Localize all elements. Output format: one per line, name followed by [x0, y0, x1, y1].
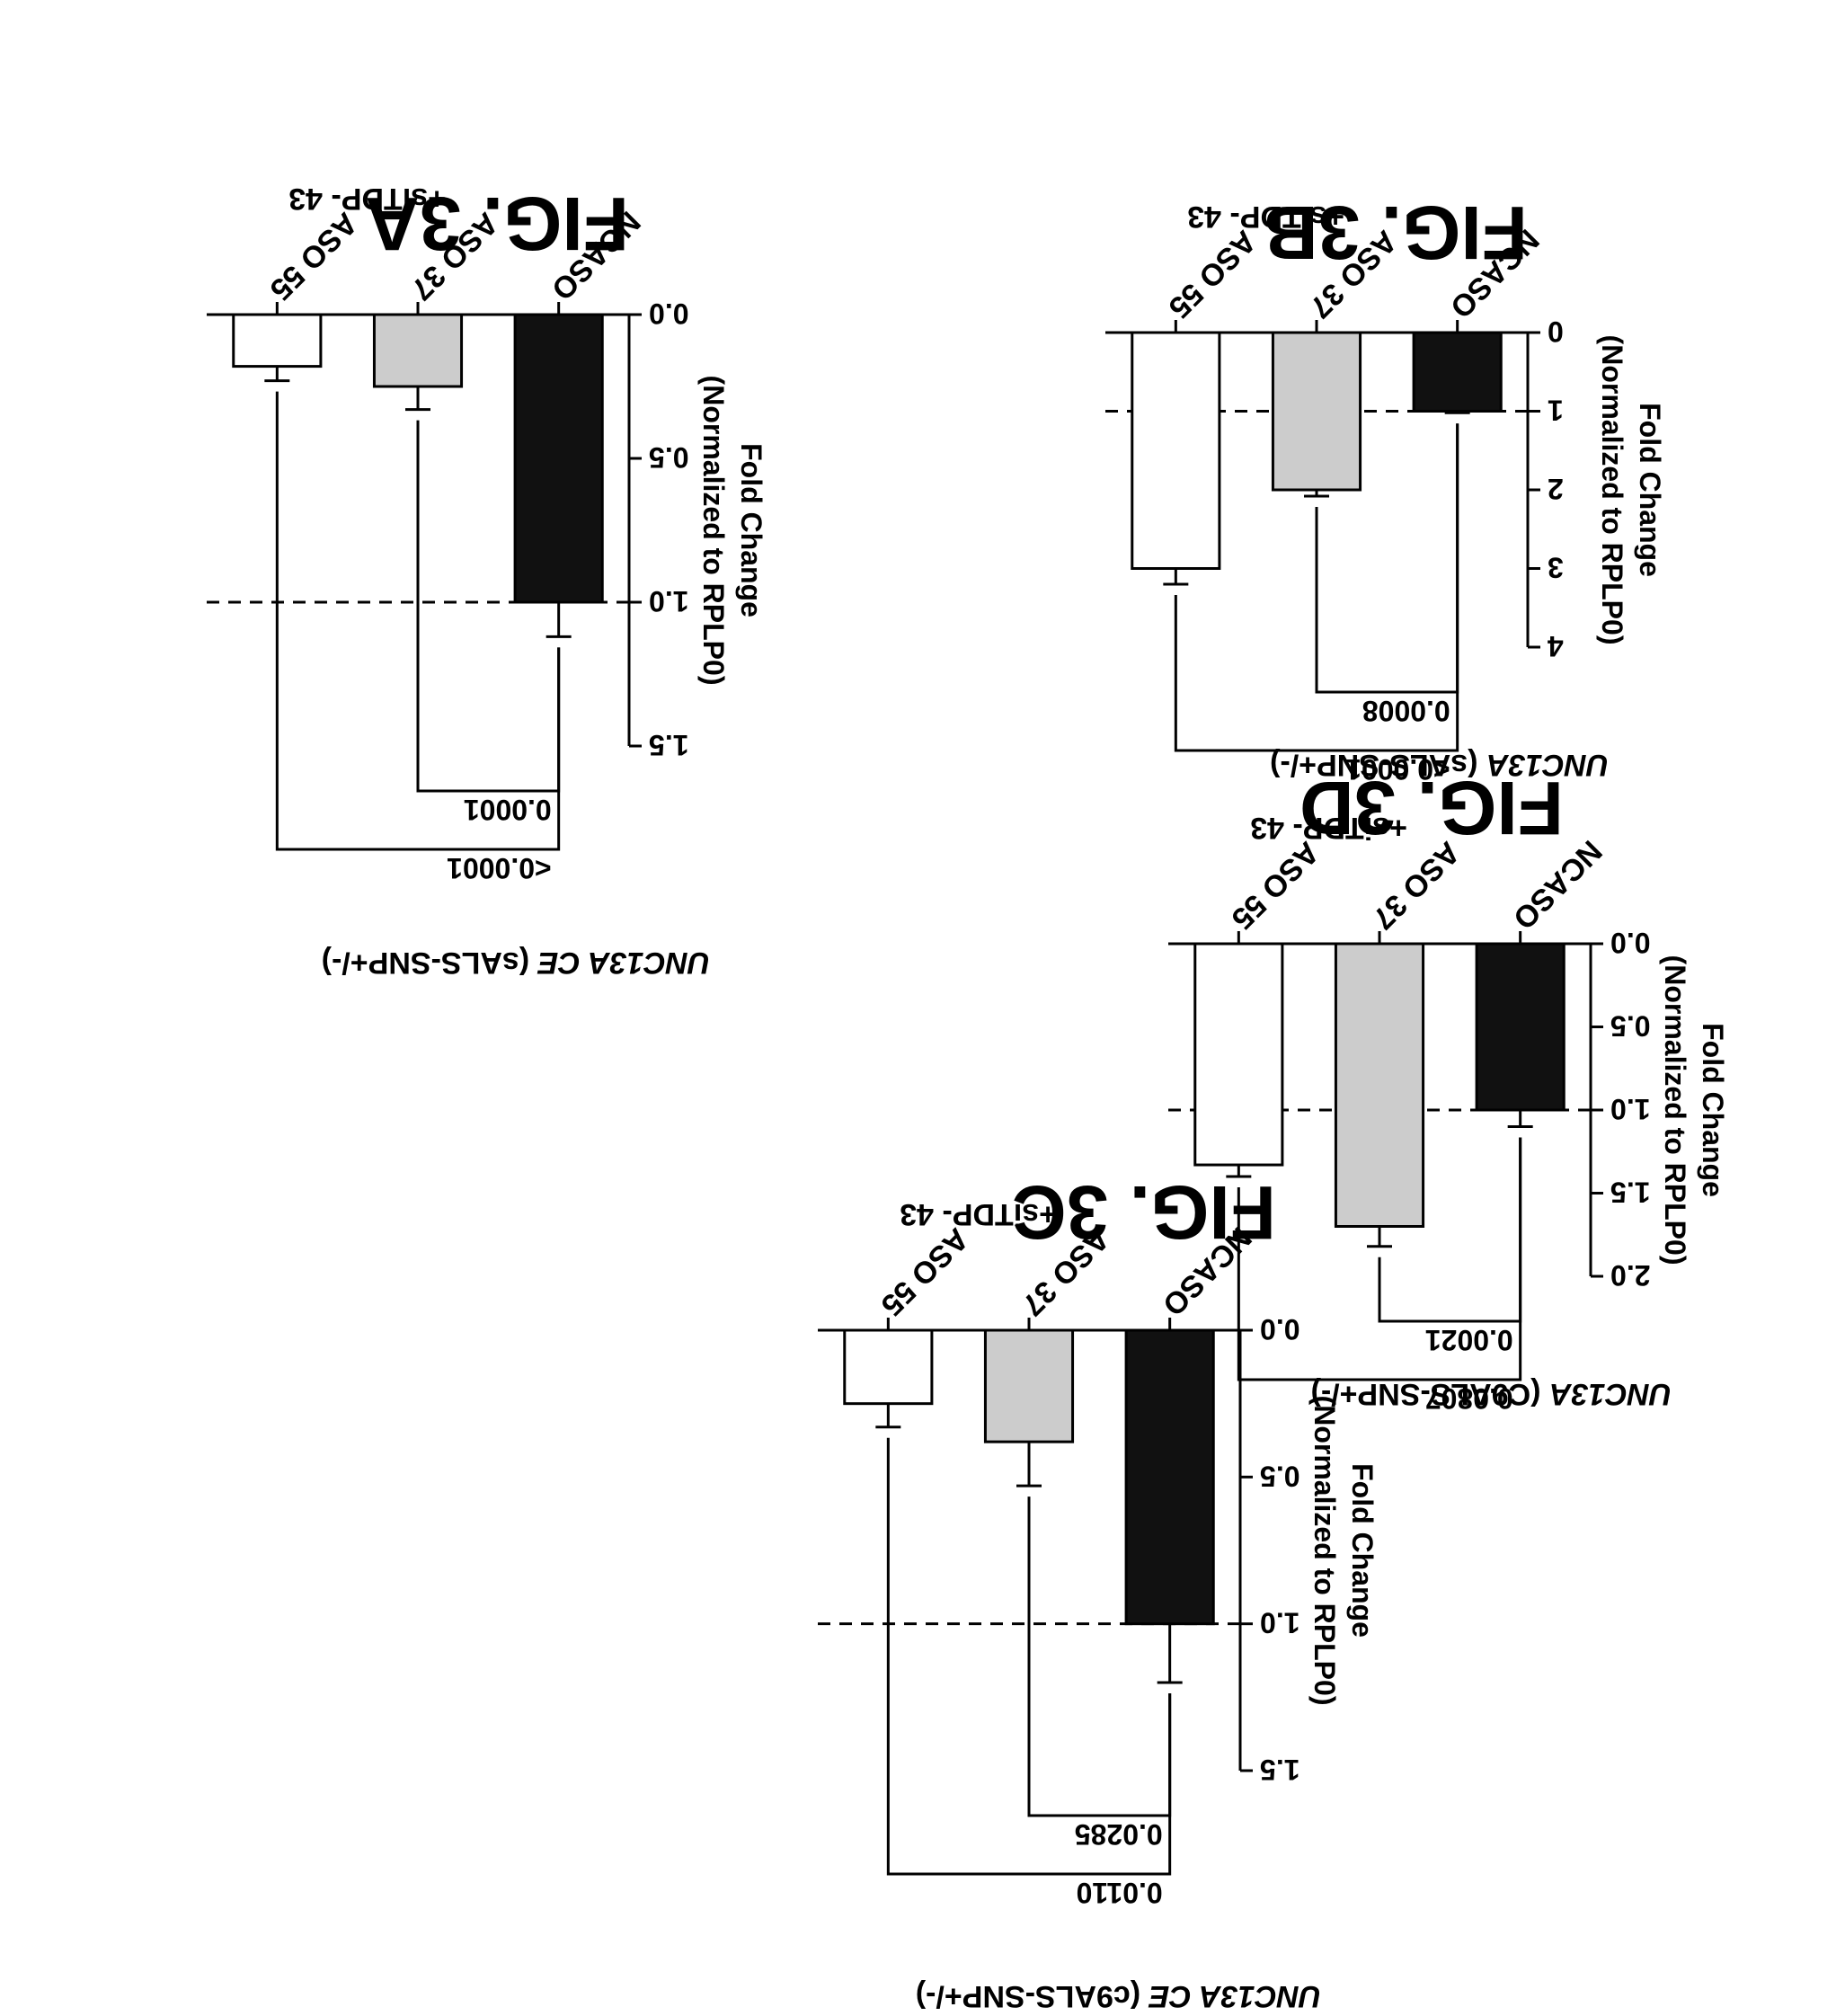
y-tick-label: 1.0: [1610, 1093, 1650, 1125]
y-axis-label-sub: (Normalized to RPLP0): [1596, 335, 1628, 645]
y-tick-label: 0.5: [649, 441, 688, 474]
chart-title-rest: (sALS-SNP+/-): [322, 946, 538, 980]
x-category-label: ASO 55: [874, 1221, 975, 1322]
p-value-label: 0.0021: [1425, 1324, 1513, 1356]
figure-label: FIG. 3B: [1264, 191, 1528, 275]
y-tick-label: 2: [1548, 473, 1564, 505]
y-tick-label: 0.0: [1610, 927, 1650, 959]
y-tick-label: 0: [1548, 315, 1564, 348]
bar-aso-55: [1131, 331, 1221, 570]
p-value-label: 0.0110: [1077, 1877, 1163, 1909]
bar-aso-37: [1334, 942, 1425, 1228]
bar-ncaso: [513, 313, 604, 604]
bar-aso-37: [372, 313, 464, 388]
chart-title-italic: UNC13A CE: [1148, 1979, 1321, 2013]
chart-title-italic: UNC13A: [1549, 1377, 1672, 1411]
chart-title-italic: UNC13A CE: [537, 946, 710, 980]
y-axis-label: Fold Change: [1697, 1023, 1729, 1197]
bar-aso-55: [232, 313, 323, 369]
y-axis-label: Fold Change: [1346, 1463, 1379, 1638]
y-tick-label: 0.0: [649, 298, 688, 330]
y-axis-label-sub: (Normalized to RPLP0): [1308, 1396, 1341, 1706]
chart-title: UNC13A (sALS-SNP+/-): [1270, 748, 1609, 782]
significance-bracket: [886, 1437, 1172, 1876]
y-axis-label-sub: (Normalized to RPLP0): [1659, 955, 1691, 1266]
x-category-label: ASO 55: [1162, 224, 1263, 324]
p-value-label: 0.0807: [1425, 1382, 1513, 1415]
y-tick-label: 1.0: [649, 585, 688, 617]
panel-3a: UNC13A CE (sALS-SNP+/-)0.00.51.01.5NCASO…: [198, 182, 767, 980]
y-tick-label: 1.5: [649, 729, 688, 761]
chart-title: UNC13A (C9ALS-SNP+/-): [1311, 1377, 1672, 1411]
p-value-label: 0.0285: [1075, 1818, 1163, 1851]
y-tick-label: 0.5: [1610, 1010, 1650, 1043]
bar-aso-37: [1271, 331, 1362, 492]
y-tick-label: 0.5: [1260, 1460, 1299, 1492]
y-tick-label: 1.0: [1260, 1607, 1299, 1639]
chart-title-rest: (c9ALS-SNP+/-): [916, 1979, 1149, 2013]
group-label: +siTDP- 43: [900, 1197, 1057, 1231]
significance-bracket: [275, 391, 561, 851]
y-tick-label: 1.5: [1610, 1177, 1650, 1209]
chart-title: UNC13A CE (sALS-SNP+/-): [322, 946, 710, 980]
bar-ncaso: [1124, 1328, 1215, 1626]
y-axis-label: Fold Change: [1634, 403, 1666, 577]
bar-ncaso: [1475, 942, 1566, 1112]
group-label: +siTDP- 43: [288, 182, 446, 216]
chart-title-italic: UNC13A: [1486, 748, 1609, 782]
bar-aso-37: [983, 1328, 1075, 1443]
bar-aso-55: [1193, 942, 1284, 1167]
significance-bracket: [1237, 1137, 1522, 1381]
group-label: +siTDP- 43: [1250, 811, 1407, 845]
figure-label: FIG. 3C: [1012, 1170, 1276, 1255]
p-value-label: 0.0008: [1362, 695, 1450, 727]
x-category-label: ASO 55: [263, 206, 364, 306]
bar-aso-55: [843, 1328, 934, 1406]
chart-title-rest: (C9ALS-SNP+/-): [1311, 1377, 1549, 1411]
y-tick-label: 2.0: [1610, 1259, 1650, 1292]
p-value-label: <0.0001: [1345, 753, 1450, 786]
significance-bracket: [1174, 423, 1459, 752]
y-tick-label: 1.5: [1260, 1754, 1299, 1786]
group-label: +siTDP- 43: [1187, 200, 1344, 234]
y-tick-label: 1: [1548, 395, 1564, 427]
p-value-label: 0.0001: [464, 794, 552, 826]
chart-title: UNC13A CE (c9ALS-SNP+/-): [916, 1979, 1321, 2013]
y-axis-label: Fold Change: [735, 443, 767, 617]
figure-label: FIG. 3D: [1299, 766, 1564, 850]
y-tick-label: 3: [1548, 552, 1564, 584]
bar-ncaso: [1412, 331, 1503, 413]
panel-3d: UNC13A (C9ALS-SNP+/-)0.00.51.01.52.0NCAS…: [1159, 766, 1729, 1415]
y-tick-label: 0.0: [1260, 1313, 1299, 1345]
chart-title-rest: (sALS-SNP+/-): [1270, 748, 1486, 782]
figure-label: FIG. 3A: [365, 182, 629, 266]
y-tick-label: 4: [1548, 630, 1564, 662]
y-axis-label-sub: (Normalized to RPLP0): [697, 376, 730, 686]
p-value-label: <0.0001: [447, 852, 552, 884]
panel-3c: UNC13A CE (c9ALS-SNP+/-)0.00.51.01.5NCAS…: [809, 1170, 1379, 2013]
